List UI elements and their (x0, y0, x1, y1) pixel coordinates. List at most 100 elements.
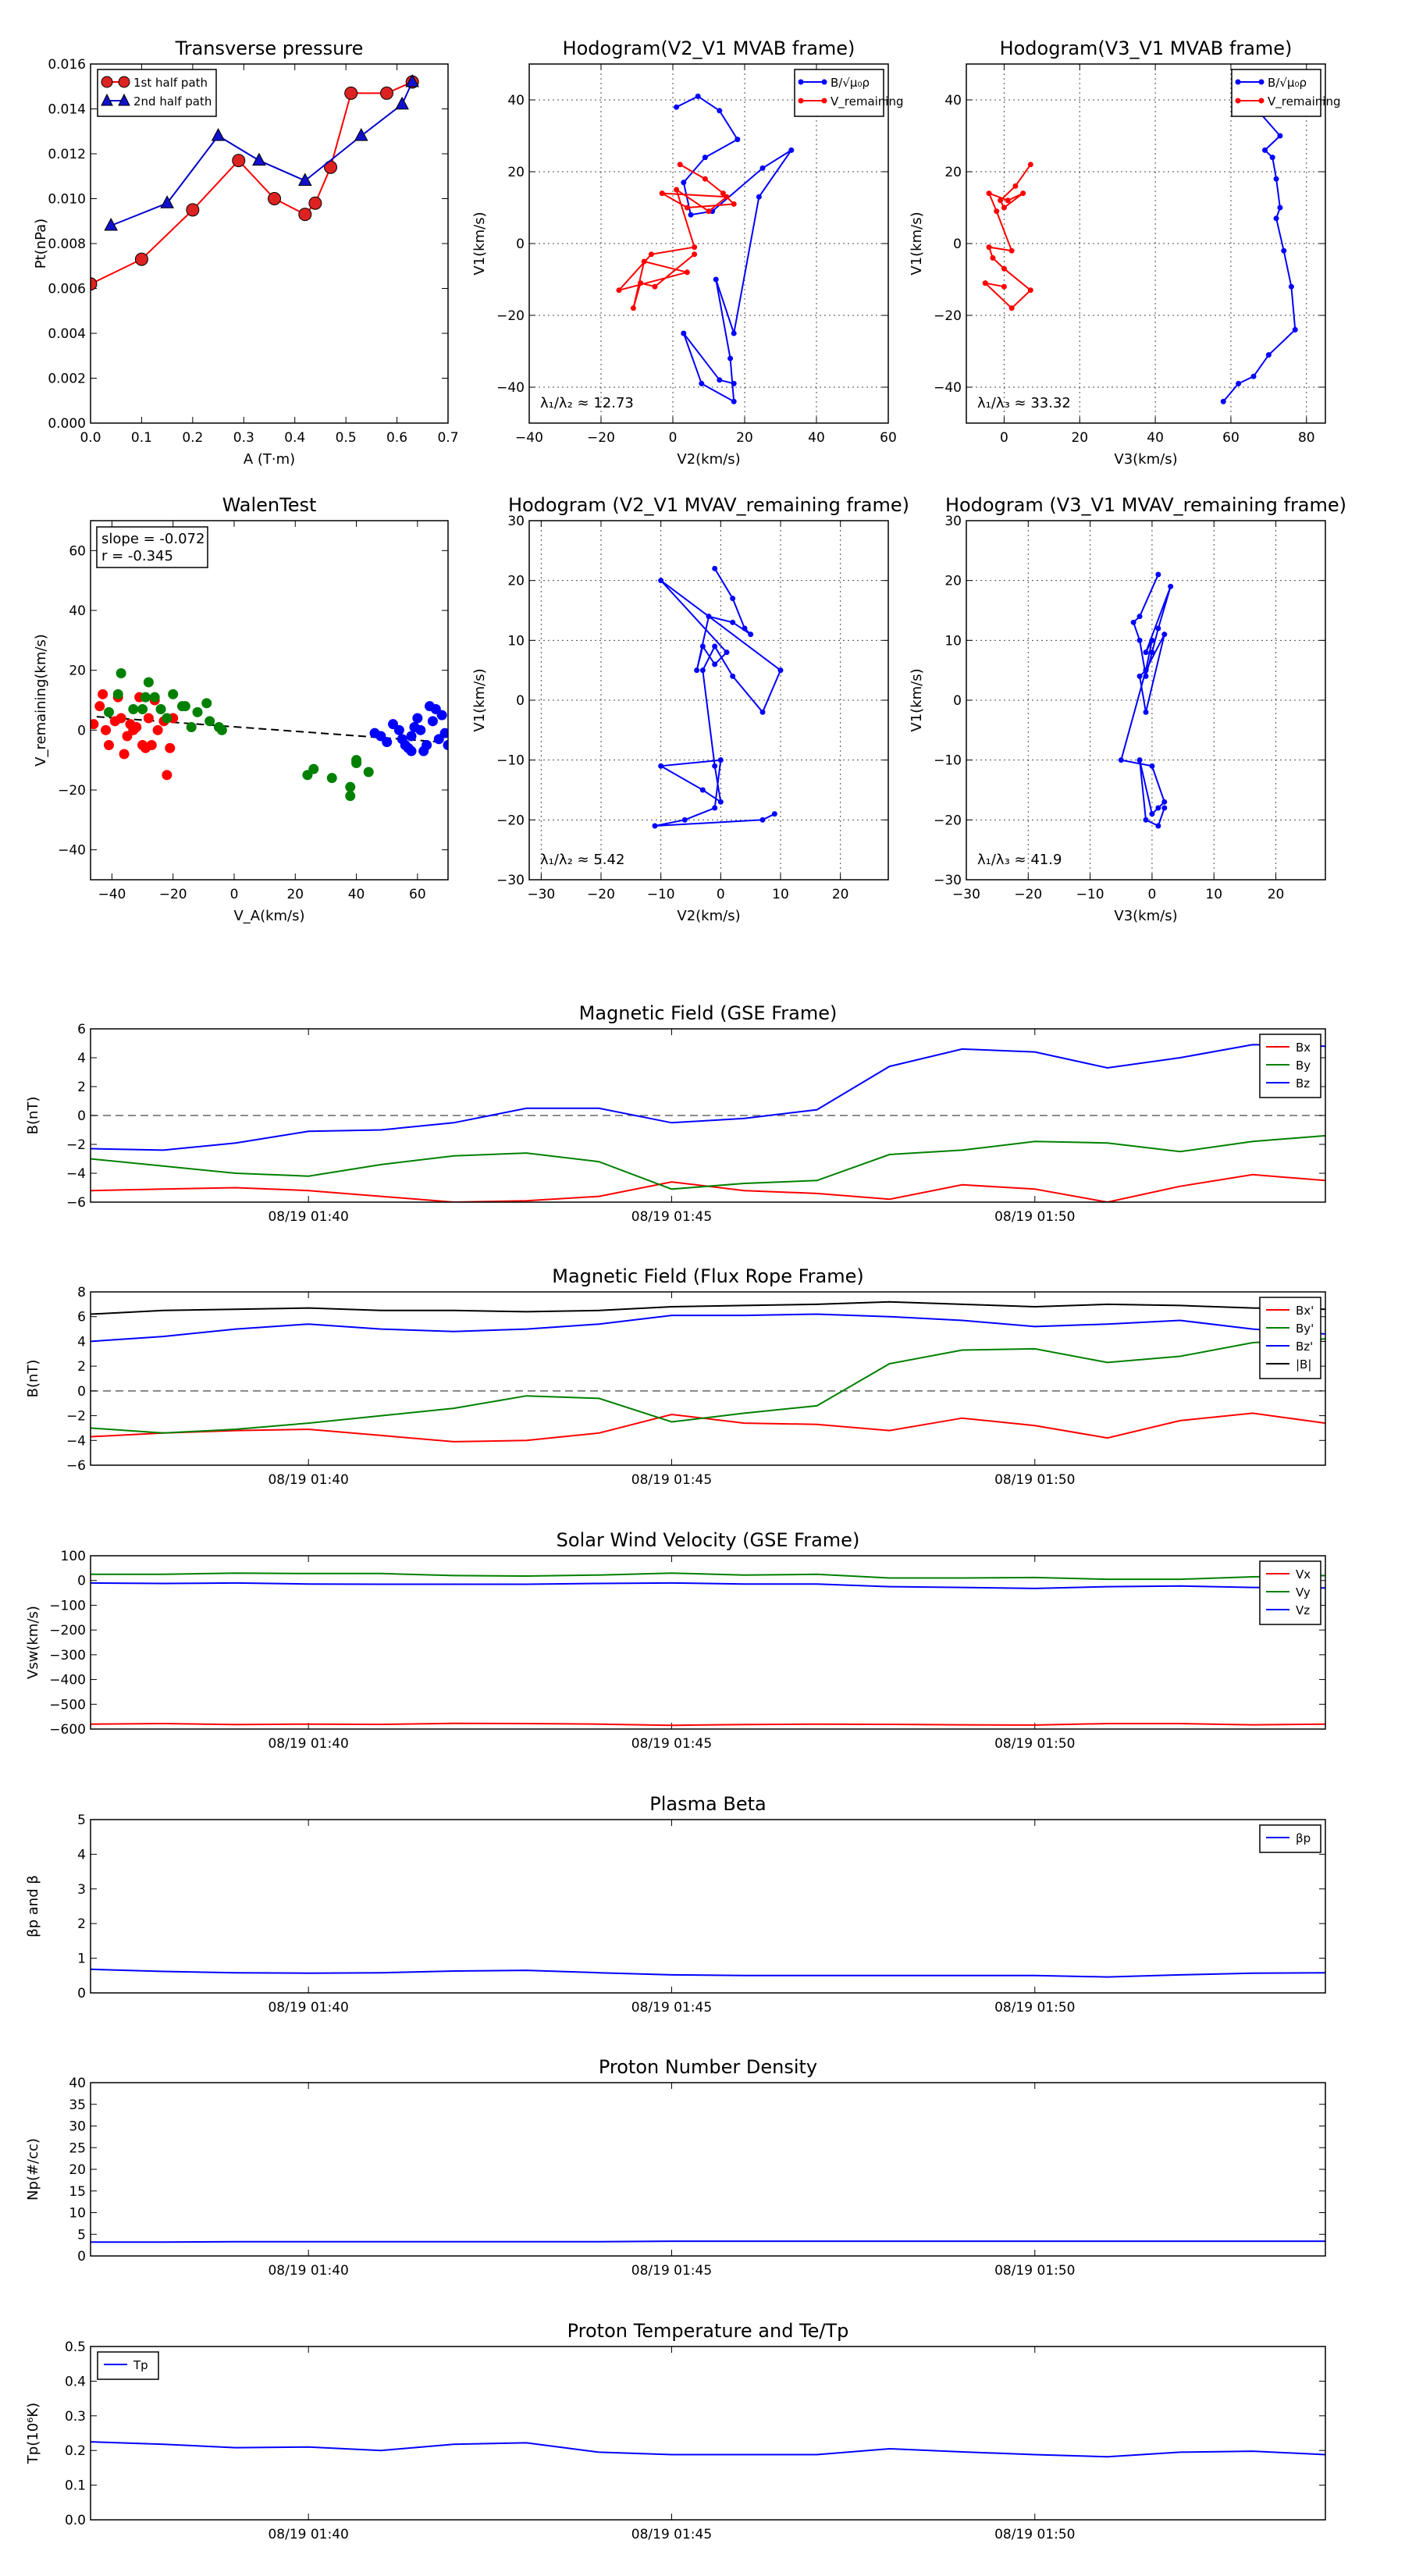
ratio-annotation: λ₁/λ₂ ≈ 5.42 (540, 852, 624, 868)
series-line-by (91, 1134, 1325, 1190)
series-point (658, 578, 664, 584)
chart-mag_fr: Magnetic Field (Flux Rope Frame) 08/19 01… (25, 1265, 1326, 1488)
x-tick-label: 0.4 (284, 430, 305, 446)
y-tick-label: −6 (66, 1195, 86, 1211)
x-tick-label: −40 (515, 430, 543, 446)
x-tick-label: 60 (409, 887, 426, 902)
series-point (1001, 205, 1007, 211)
legend-box (1259, 1824, 1321, 1853)
y-tick-label: 5 (77, 1813, 86, 1828)
series-point (712, 763, 718, 769)
legend-box (1259, 1560, 1321, 1625)
scatter-point (406, 731, 417, 742)
y-tick-label: 0.5 (65, 2339, 86, 2355)
x-tick-label: 20 (286, 887, 304, 902)
series-point (379, 86, 393, 100)
chart-title: WalenTest (222, 494, 317, 516)
scatter-point (152, 724, 163, 735)
plot-area (91, 73, 420, 291)
x-tick-label: 08/19 01:40 (268, 1736, 348, 1752)
series-line-2ndhalfpath (110, 81, 414, 226)
series-point (731, 398, 737, 404)
legend-label: 2nd half path (133, 94, 212, 109)
scatter-point (180, 701, 190, 712)
series-point (298, 208, 312, 222)
series-point (1008, 305, 1015, 311)
y-tick-label: 4 (77, 1847, 86, 1863)
series-point (1118, 757, 1124, 763)
y-tick-label: 60 (69, 543, 86, 559)
legend-marker (798, 98, 804, 104)
plot-frame (90, 63, 449, 424)
y-tick-label: 35 (69, 2097, 86, 2113)
y-axis-label: V1(km/s) (909, 668, 925, 731)
series-point (1020, 190, 1026, 197)
series-point (986, 190, 992, 197)
x-tick-label: 0 (1148, 887, 1157, 902)
chart-title: Solar Wind Velocity (GSE Frame) (557, 1529, 860, 1551)
series-point (712, 643, 718, 649)
legend-label: βp (1296, 1831, 1311, 1845)
legend-label: Tp (133, 2358, 148, 2372)
y-tick-label: 4 (77, 1051, 86, 1066)
series-point (759, 165, 766, 171)
series-point (186, 203, 200, 217)
y-tick-label: 0.016 (48, 57, 86, 73)
series-point (1292, 326, 1298, 333)
plot-frame (90, 2082, 1326, 2257)
ratio-annotation: λ₁/λ₃ ≈ 33.32 (977, 395, 1071, 411)
legend-box (97, 2351, 159, 2380)
series-point (712, 661, 718, 667)
scatter-point (326, 773, 337, 784)
y-tick-label: −20 (496, 308, 525, 324)
series-point (1281, 247, 1287, 254)
x-tick-label: 08/19 01:40 (268, 1209, 348, 1225)
legend-box (1231, 69, 1321, 117)
series-point (990, 254, 996, 261)
x-tick-label: −20 (587, 887, 615, 902)
y-tick-label: 1 (77, 1952, 86, 1967)
series-point (694, 667, 700, 674)
x-tick-label: 08/19 01:40 (268, 2527, 348, 2542)
y-tick-label: −20 (496, 813, 525, 828)
legend-label: B/√μ₀ρ (831, 76, 870, 90)
chart-hodo4: Hodogram (V3_V1 MVAV_remaining frame) −30… (909, 494, 1346, 924)
plot-frame (90, 520, 449, 881)
series-point (232, 154, 246, 168)
y-tick-label: 40 (69, 603, 86, 619)
legend-label: By (1296, 1059, 1311, 1073)
legend-label: V_remaining (1268, 94, 1341, 109)
y-tick-label: 0.3 (65, 2409, 86, 2425)
series-point (699, 667, 706, 674)
scatter-point (101, 724, 112, 735)
scatter-point (186, 722, 197, 732)
legend-box (1259, 1297, 1321, 1379)
y-tick-label: 4 (77, 1334, 86, 1350)
x-tick-label: 08/19 01:45 (631, 1736, 712, 1752)
x-tick-label: 0 (230, 887, 239, 902)
series-point (659, 190, 665, 197)
scatter-point (140, 692, 151, 703)
chart-title: Proton Number Density (599, 2056, 817, 2078)
series-line-bx (91, 1173, 1325, 1202)
scatter-point (146, 740, 157, 750)
series-point (1220, 398, 1226, 404)
x-tick-label: 10 (772, 887, 789, 902)
y-tick-label: 40 (69, 2076, 86, 2091)
plot-area (91, 2240, 1325, 2243)
plot-frame (90, 1555, 1326, 1730)
plot-area (91, 1300, 1325, 1443)
series-point (652, 823, 658, 829)
series-point (630, 305, 636, 311)
y-tick-label: 10 (69, 2206, 86, 2222)
y-tick-label: 0.008 (48, 237, 86, 252)
chart-title: Magnetic Field (GSE Frame) (579, 1002, 838, 1024)
legend-label: Bz' (1296, 1340, 1313, 1354)
legend-box (1259, 1034, 1321, 1098)
legend-marker (821, 98, 827, 104)
plot-frame (528, 63, 889, 424)
y-axis-label: V1(km/s) (471, 212, 488, 275)
series-point (104, 217, 119, 231)
legend-label: Bx (1296, 1041, 1311, 1055)
series-point (681, 180, 687, 186)
